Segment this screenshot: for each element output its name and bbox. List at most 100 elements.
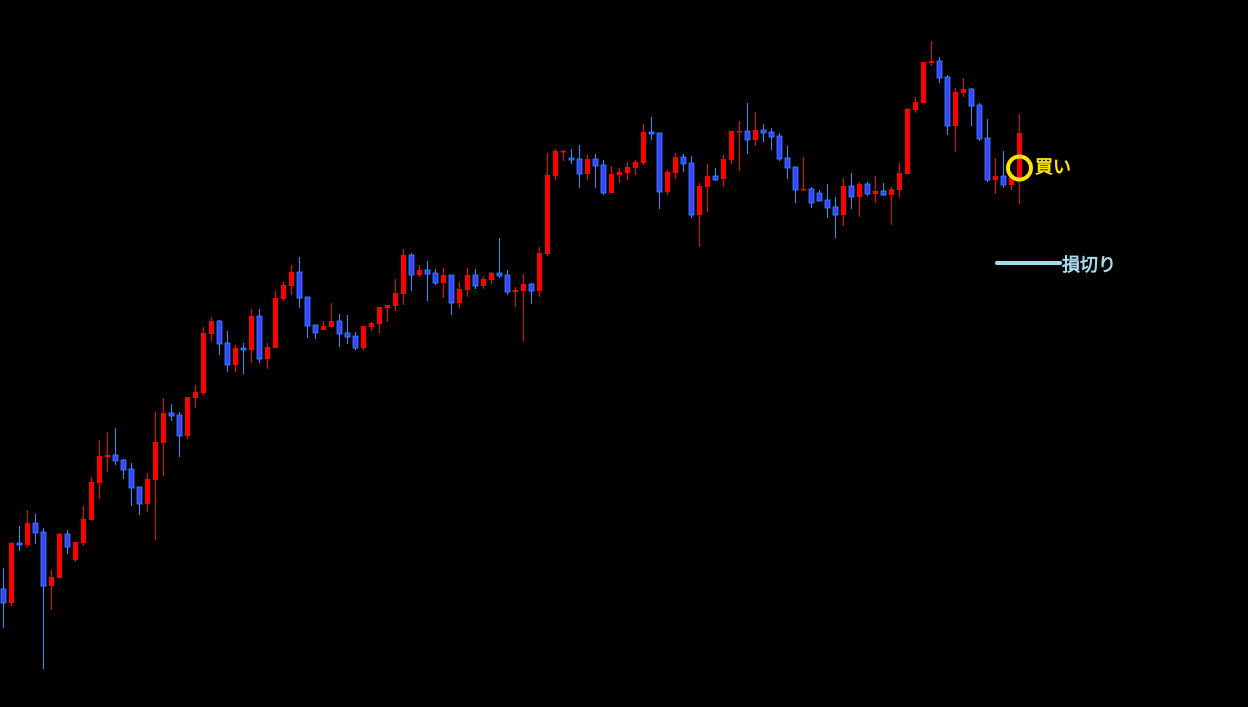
- candle-body-bullish: [801, 189, 806, 191]
- candle: [81, 506, 86, 546]
- candle: [537, 247, 542, 297]
- candle: [816, 190, 823, 202]
- candle-body-bearish: [976, 104, 983, 140]
- candle: [1000, 151, 1007, 188]
- candle-body-bearish: [0, 588, 7, 604]
- candle-body-bullish: [905, 109, 910, 174]
- candle-body-bullish: [953, 92, 958, 126]
- candle: [296, 257, 303, 308]
- candle-body-bullish: [961, 89, 966, 93]
- candle: [185, 397, 190, 439]
- buy-marker-circle: [1006, 154, 1033, 182]
- candle: [496, 238, 503, 278]
- candle-body-bearish: [136, 486, 143, 505]
- candle: [545, 153, 550, 256]
- candle: [929, 41, 934, 66]
- candle-body-bullish: [721, 159, 726, 179]
- candle: [721, 155, 726, 187]
- candle: [105, 432, 110, 472]
- candle: [824, 184, 831, 218]
- candle: [424, 261, 431, 301]
- candle-body-bearish: [128, 468, 135, 489]
- candle-body-bullish: [9, 543, 14, 603]
- candle: [808, 187, 815, 208]
- candle: [1017, 114, 1022, 204]
- candle: [680, 154, 687, 172]
- candle-body-bullish: [857, 184, 862, 197]
- candle-body-bearish: [64, 533, 71, 548]
- candle: [281, 282, 286, 301]
- candle: [673, 153, 678, 179]
- candle-body-bullish: [273, 298, 278, 348]
- candle-body-bullish: [441, 275, 446, 283]
- candle-body-bearish: [784, 157, 791, 169]
- candle-body-bullish: [105, 455, 110, 457]
- candle-body-bearish: [792, 166, 799, 191]
- candle: [504, 270, 511, 295]
- candle-body-bearish: [936, 60, 943, 79]
- candle: [609, 166, 614, 193]
- candle-body-bearish: [744, 130, 751, 141]
- candle-body-bullish: [609, 174, 614, 193]
- candle-body-bearish: [32, 522, 39, 534]
- candle-body-bullish: [193, 392, 198, 398]
- candle: [617, 168, 622, 183]
- candle-body-bullish: [97, 456, 102, 483]
- candle: [273, 291, 278, 348]
- candle-body-bearish: [864, 183, 871, 195]
- candle: [153, 412, 158, 540]
- candle: [953, 88, 958, 152]
- candle: [729, 131, 734, 164]
- candle: [585, 155, 590, 180]
- candle-body-bullish: [993, 176, 998, 180]
- candle-body-bearish: [648, 131, 655, 135]
- candle-body-bullish: [705, 176, 710, 187]
- candle-body-bullish: [513, 290, 518, 292]
- candle: [344, 315, 351, 344]
- candle: [465, 268, 470, 297]
- candle-body-bearish: [472, 274, 479, 287]
- candle: [136, 486, 143, 515]
- candle-body-bearish: [344, 332, 351, 338]
- candle-body-bullish: [633, 162, 638, 168]
- candle-body-bearish: [504, 274, 511, 293]
- candle-body-bearish: [176, 414, 183, 437]
- candle-body-bullish: [185, 397, 190, 436]
- candle-body-bearish: [592, 158, 599, 167]
- candle: [841, 178, 846, 226]
- candle: [753, 112, 758, 146]
- candle: [176, 412, 183, 457]
- candle: [201, 327, 206, 395]
- candle: [688, 156, 695, 218]
- candle-body-bullish: [393, 293, 398, 306]
- candle-body-bearish: [424, 269, 431, 275]
- candle-body-bearish: [240, 347, 247, 351]
- candle-body-bullish: [889, 189, 894, 195]
- candle-body-bullish: [841, 186, 846, 215]
- candle-body-bearish: [656, 132, 663, 193]
- candle-body-bullish: [329, 321, 334, 327]
- candle: [0, 568, 7, 628]
- candle: [233, 345, 238, 372]
- candle-body-bullish: [289, 272, 294, 286]
- candle: [936, 57, 943, 83]
- candle: [705, 164, 710, 212]
- candle: [600, 160, 607, 195]
- candle: [369, 322, 374, 331]
- candle-body-bearish: [432, 272, 439, 284]
- candle: [913, 97, 918, 113]
- candle: [576, 145, 583, 188]
- candle: [905, 108, 910, 174]
- candle-body-bullish: [209, 321, 214, 334]
- candle-body-bullish: [81, 519, 86, 543]
- candle: [336, 314, 343, 347]
- candle-body-bullish: [929, 61, 934, 63]
- stop-loss-label: 損切り: [1062, 255, 1116, 276]
- candle: [768, 128, 775, 150]
- candle: [897, 163, 902, 197]
- candle-body-bullish: [897, 173, 902, 190]
- candle-body-bearish: [848, 185, 855, 198]
- candle: [521, 274, 526, 341]
- candle-body-bullish: [1009, 175, 1014, 185]
